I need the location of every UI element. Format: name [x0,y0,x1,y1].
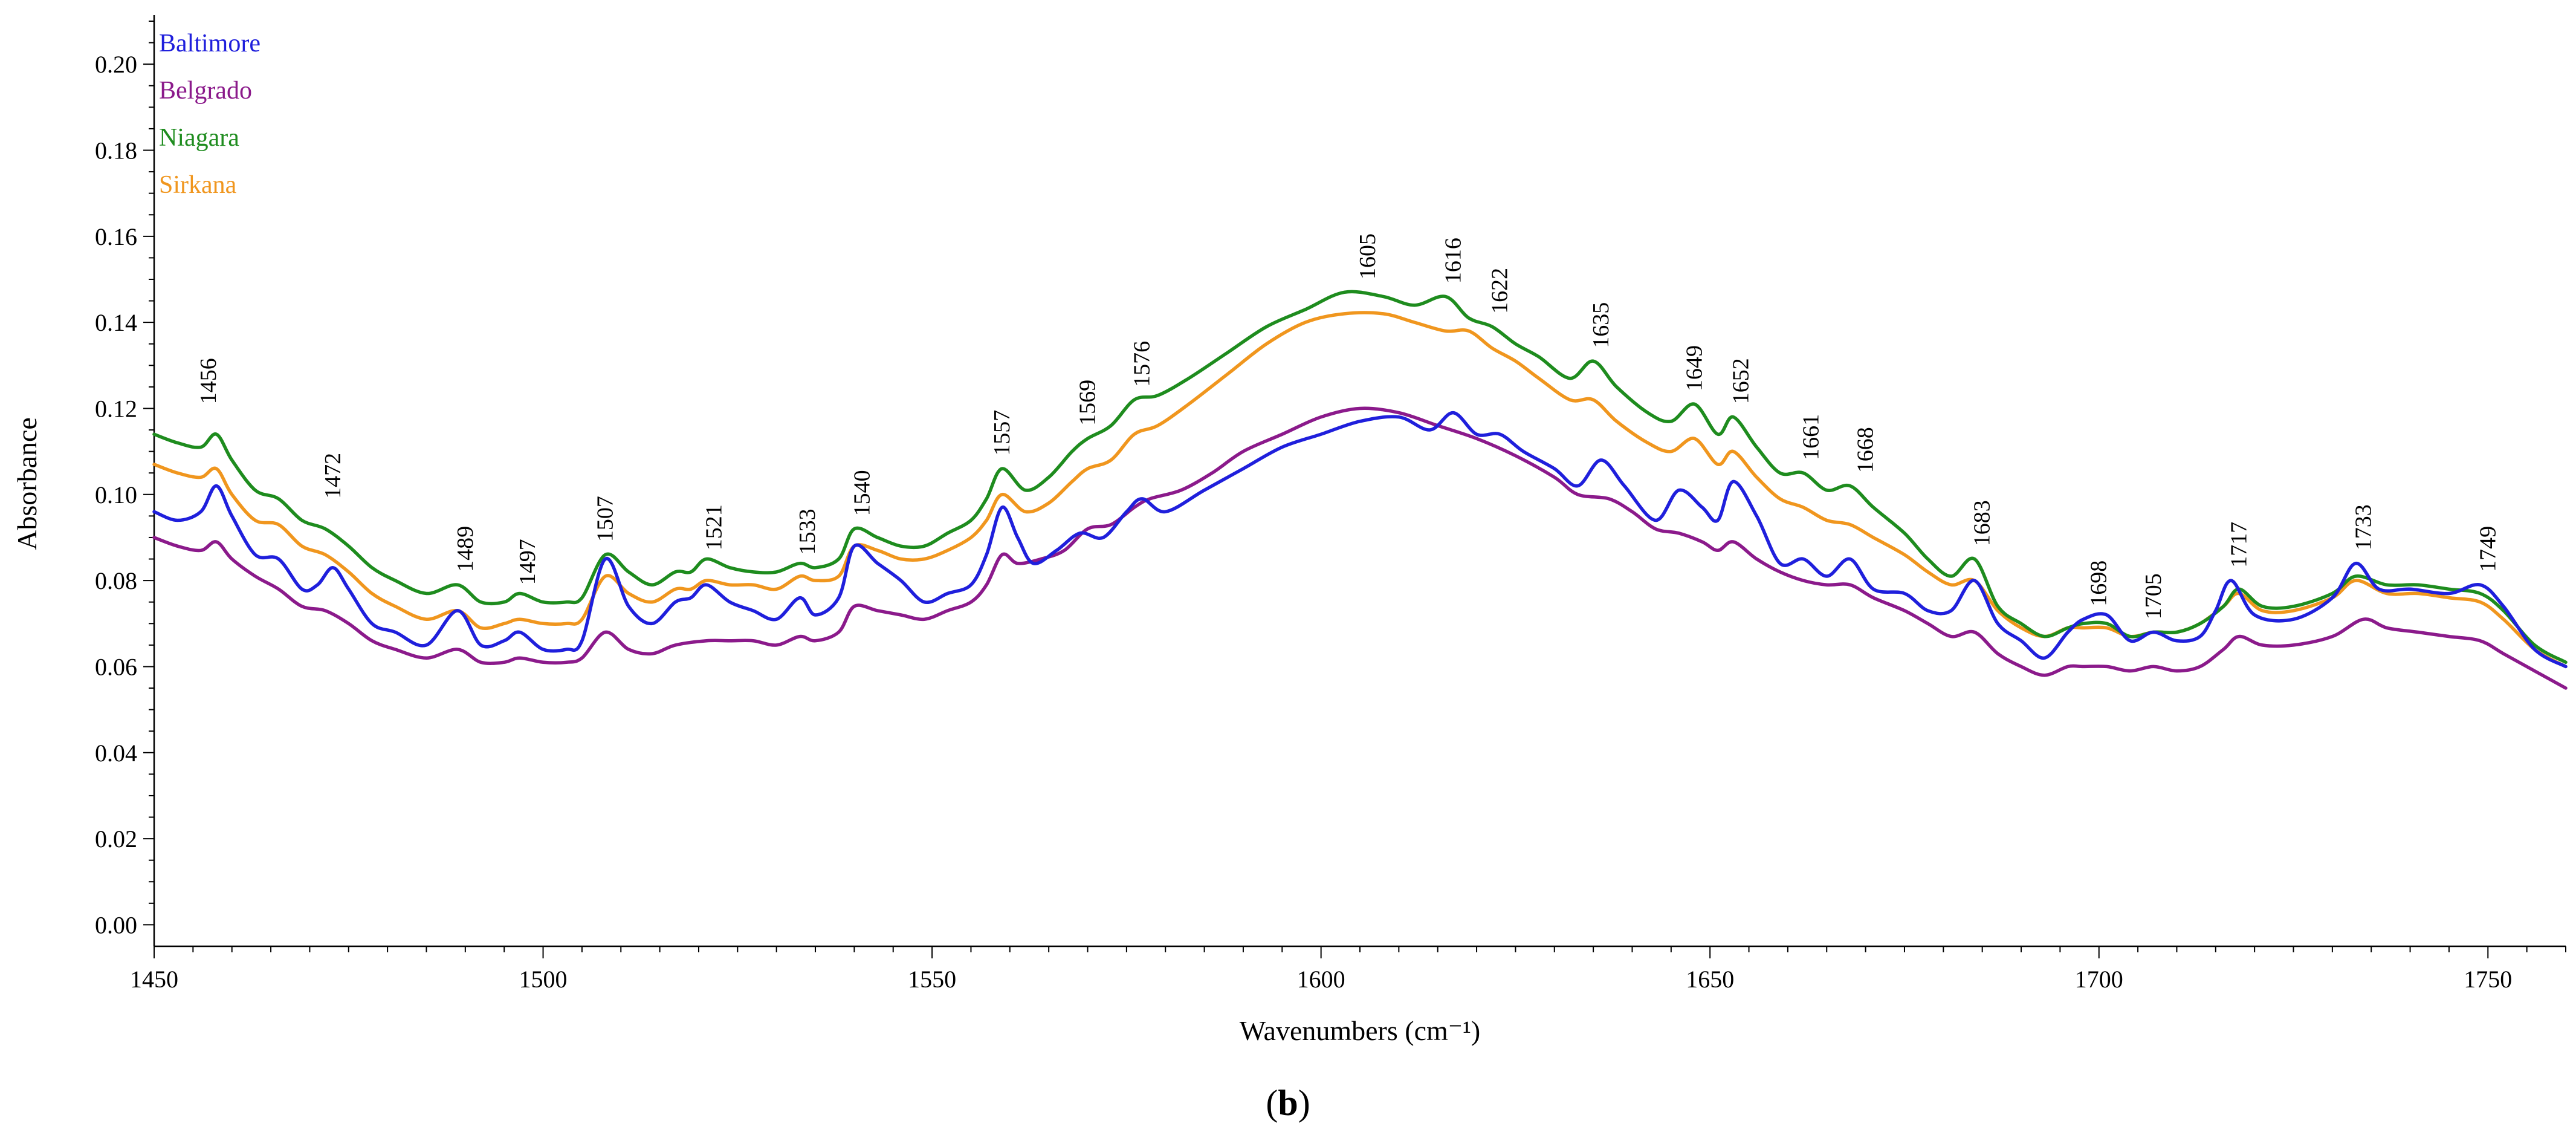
series-line-belgrado [152,406,2568,690]
legend-entry-sirkana: Sirkana [159,171,237,199]
series-line-niagara [152,290,2568,665]
peak-label: 1576 [1130,341,1155,387]
y-tick-label: 0.12 [95,395,137,422]
series-line-sirkana [152,311,2568,669]
peak-label: 1705 [2141,573,2166,619]
x-tick-label: 1450 [130,966,178,993]
y-tick-label: 0.08 [95,567,137,594]
y-tick-label: 0.18 [95,137,137,164]
legend-entry-niagara: Niagara [159,124,239,152]
peak-label: 1472 [320,453,346,499]
x-tick-label: 1750 [2464,966,2512,993]
x-tick-label: 1500 [519,966,568,993]
peak-label: 1622 [1487,268,1513,314]
legend-entry-belgrado: Belgrado [159,77,252,105]
series-line-baltimore [152,411,2568,669]
y-tick-label: 0.20 [95,51,137,78]
y-tick-label: 0.06 [95,653,137,680]
y-axis-label: Absorbance [11,417,42,550]
panel-label: (b) [1266,1083,1310,1123]
peak-label: 1557 [989,410,1015,456]
peak-label: 1652 [1729,358,1754,404]
y-tick-label: 0.04 [95,739,137,767]
y-tick-label: 0.10 [95,481,137,509]
x-tick-label: 1600 [1297,966,1345,993]
peak-label: 1698 [2086,561,2112,606]
peak-label: 1649 [1682,345,1707,391]
y-tick-label: 0.00 [95,911,137,938]
peak-label: 1661 [1799,414,1824,460]
y-tick-label: 0.14 [95,309,137,336]
x-tick-label: 1550 [908,966,956,993]
peak-label: 1733 [2351,504,2376,550]
x-tick-label: 1650 [1686,966,1734,993]
peak-label: 1717 [2226,522,2251,568]
y-tick-label: 0.02 [95,825,137,853]
legend-entry-baltimore: Baltimore [159,30,261,57]
peak-label: 1540 [849,470,875,516]
peak-label: 1497 [515,539,540,585]
panel-letter: b [1278,1083,1298,1123]
y-tick-label: 0.16 [95,223,137,250]
peak-label: 1533 [795,509,820,554]
peak-label: 1569 [1075,380,1101,426]
peak-label: 1749 [2475,526,2500,572]
peak-label: 1489 [453,526,478,572]
peak-label: 1521 [702,504,727,550]
peak-label: 1683 [1970,500,1995,546]
x-tick-label: 1700 [2075,966,2123,993]
peak-label: 1456 [196,358,221,404]
x-axis-label: Wavenumbers (cm⁻¹) [1240,1015,1480,1046]
peak-label: 1668 [1853,427,1879,473]
peak-label: 1507 [593,496,618,542]
peak-label: 1605 [1355,233,1380,279]
peak-label: 1635 [1588,302,1614,348]
peak-label: 1616 [1441,238,1466,284]
